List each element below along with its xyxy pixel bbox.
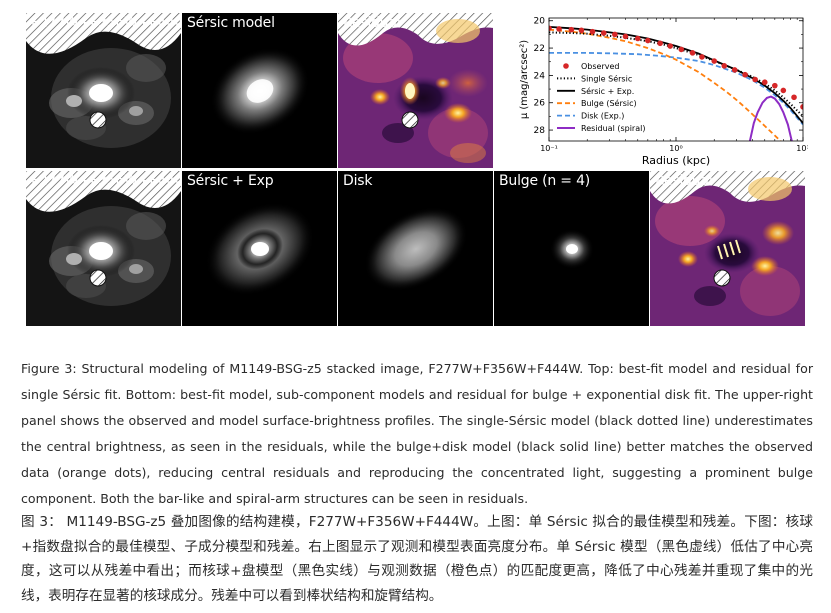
panel-label: Disk bbox=[343, 173, 373, 189]
x-tick-label: 10⁰ bbox=[669, 144, 682, 153]
legend-label: Disk (Exp.) bbox=[581, 112, 624, 121]
observed-data-point bbox=[657, 40, 663, 47]
observed-data-point bbox=[761, 79, 768, 86]
chart-series-group bbox=[549, 25, 803, 141]
y-tick-label: 20 bbox=[534, 17, 546, 27]
observed-data-point bbox=[667, 43, 673, 49]
residual-image bbox=[338, 13, 493, 168]
observed-data-point bbox=[752, 76, 758, 83]
observed-data-point bbox=[612, 31, 618, 38]
bulge-model-image bbox=[494, 171, 649, 326]
observed-data-point bbox=[556, 26, 562, 32]
panel-label: Sérsic model bbox=[187, 15, 275, 31]
series-line-residual-spiral bbox=[748, 95, 793, 141]
series-line-bulge-s-rsic bbox=[549, 28, 782, 141]
panel-label: Residual bbox=[343, 15, 401, 31]
observed-data-point bbox=[699, 54, 705, 60]
observed-data-point bbox=[791, 94, 797, 101]
observed-data-point bbox=[800, 104, 803, 110]
top-observed-image-panel: F277W+F356W+F444W bbox=[26, 13, 181, 168]
top-sersic-model-panel: Sérsic model bbox=[182, 13, 337, 168]
chart-plot-area bbox=[549, 25, 803, 141]
observed-data-point bbox=[600, 30, 607, 36]
observed-data-point bbox=[742, 71, 748, 78]
chart-axes: 10⁻¹ 10⁰ 10¹ 20 22 24 26 28 Radius (kpc) μ (mag/a… bbox=[519, 17, 810, 167]
y-tick-label: 24 bbox=[534, 71, 546, 81]
y-tick-label: 28 bbox=[534, 126, 546, 136]
panel-label: Bulge (n = 4) bbox=[499, 173, 591, 189]
caption-text: 图 3： M1149-BSG-z5 叠加图像的结构建模，F277W+F356W+… bbox=[21, 514, 813, 604]
observed-data-point bbox=[721, 63, 728, 69]
residual-image bbox=[650, 171, 805, 326]
observed-data-point bbox=[780, 87, 787, 94]
observed-data-point bbox=[678, 46, 685, 53]
series-line-disk-exp bbox=[549, 52, 803, 126]
observed-data-point bbox=[711, 58, 718, 64]
figure: F277W+F356W+F444W Sérsic model bbox=[26, 13, 810, 326]
chart-legend: Observed Single Sérsic Sérsic + Exp. Bulge … bbox=[557, 62, 645, 133]
legend-label: Bulge (Sérsic) bbox=[581, 98, 637, 108]
sersic-model-image bbox=[182, 13, 337, 168]
x-axis-label: Radius (kpc) bbox=[642, 154, 710, 167]
observed-data-point bbox=[622, 33, 629, 40]
bottom-residual-panel: Residual bbox=[650, 171, 805, 326]
y-tick-label: 26 bbox=[534, 99, 546, 109]
observed-data-point bbox=[645, 37, 651, 44]
caption-text: Figure 3: Structural modeling of M1149-B… bbox=[21, 361, 813, 506]
legend-label: Residual (spiral) bbox=[581, 124, 645, 133]
observed-data-point bbox=[549, 25, 552, 32]
observed-data-point bbox=[578, 27, 585, 34]
bottom-disk-model-panel: Disk bbox=[338, 171, 493, 326]
legend-label: Sérsic + Exp. bbox=[581, 86, 634, 96]
top-residual-panel: Residual bbox=[338, 13, 493, 168]
bottom-observed-image-panel: F277W+F356W+F444W bbox=[26, 171, 181, 326]
observed-data-point bbox=[568, 26, 575, 33]
observed-data-point bbox=[589, 28, 596, 35]
bottom-bulge-model-panel: Bulge (n = 4) bbox=[494, 171, 649, 326]
panel-label: Residual bbox=[655, 173, 713, 189]
surface-brightness-profile-chart: 10⁻¹ 10⁰ 10¹ 20 22 24 26 28 Radius (kpc) μ (mag/a… bbox=[493, 13, 810, 168]
legend-marker-observed bbox=[563, 63, 569, 69]
legend-label: Observed bbox=[581, 62, 620, 71]
y-tick-label: 22 bbox=[534, 44, 545, 54]
observed-data-point bbox=[689, 50, 696, 56]
figure-caption-chinese: 图 3： M1149-BSG-z5 叠加图像的结构建模，F277W+F356W+… bbox=[21, 510, 813, 608]
legend-label: Single Sérsic bbox=[581, 73, 632, 83]
y-axis-label: μ (mag/arcsec²) bbox=[519, 40, 530, 119]
observed-data-point bbox=[731, 67, 738, 73]
x-tick-label: 10⁻¹ bbox=[540, 144, 558, 153]
bottom-sersic-exp-model-panel: Sérsic + Exp bbox=[182, 171, 337, 326]
observed-data-point bbox=[772, 82, 778, 89]
observed-image bbox=[26, 13, 181, 168]
sersic-exp-model-image bbox=[182, 171, 337, 326]
profile-chart-svg: 10⁻¹ 10⁰ 10¹ 20 22 24 26 28 Radius (kpc) μ (mag/a… bbox=[519, 17, 810, 167]
figure-caption-english: Figure 3: Structural modeling of M1149-B… bbox=[21, 356, 813, 512]
disk-model-image bbox=[338, 171, 493, 326]
panel-label: F277W+F356W+F444W bbox=[31, 173, 181, 189]
observed-data-point bbox=[634, 35, 641, 42]
observed-image bbox=[26, 171, 181, 326]
x-tick-label: 10¹ bbox=[796, 144, 808, 153]
panel-label: Sérsic + Exp bbox=[187, 173, 274, 189]
panel-label: F277W+F356W+F444W bbox=[31, 15, 181, 31]
